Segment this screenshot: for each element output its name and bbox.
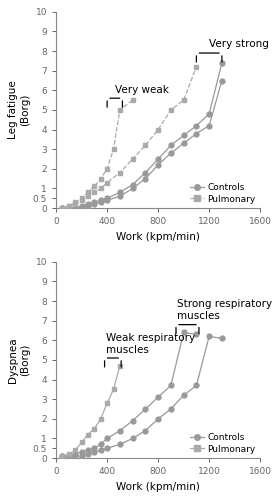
Text: Very strong: Very strong [209, 39, 269, 49]
Y-axis label: Leg fatigue
(Borg): Leg fatigue (Borg) [8, 80, 30, 140]
Text: Weak respiratory
muscles: Weak respiratory muscles [106, 334, 195, 355]
Text: Very weak: Very weak [115, 85, 169, 95]
Y-axis label: Dyspnea
(Borg): Dyspnea (Borg) [8, 337, 30, 383]
Legend: Controls, Pulmonary: Controls, Pulmonary [190, 183, 256, 204]
Text: Strong respiratory
muscles: Strong respiratory muscles [177, 299, 272, 320]
X-axis label: Work (kpm/min): Work (kpm/min) [116, 232, 200, 241]
Legend: Controls, Pulmonary: Controls, Pulmonary [190, 433, 256, 454]
X-axis label: Work (kpm/min): Work (kpm/min) [116, 482, 200, 492]
